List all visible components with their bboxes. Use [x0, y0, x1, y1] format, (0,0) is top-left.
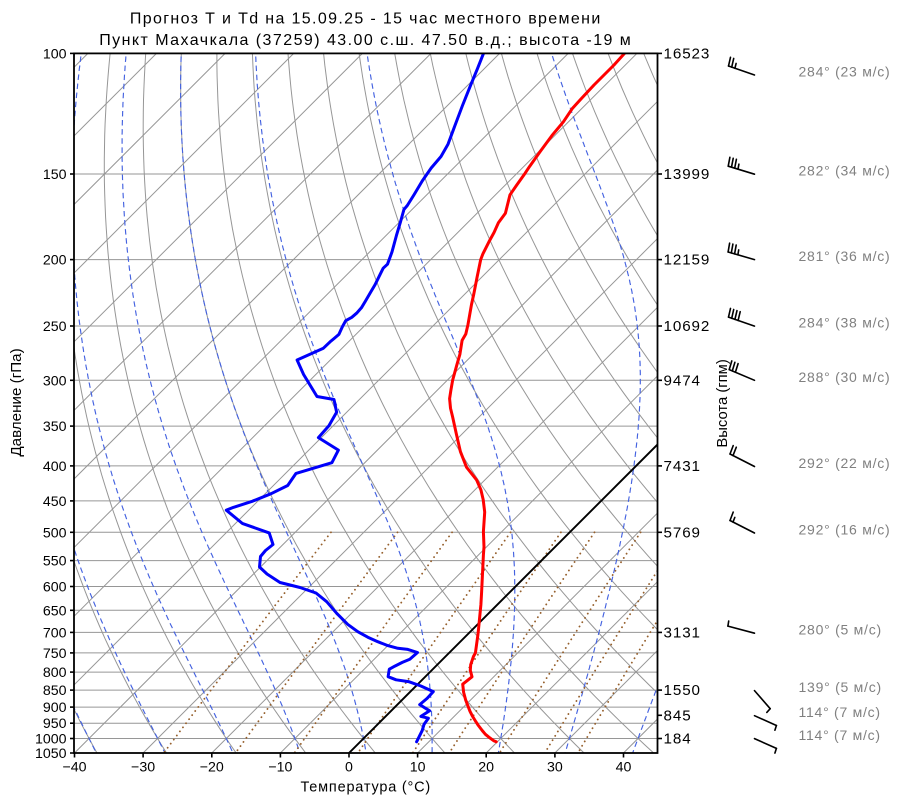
svg-text:500: 500 [43, 525, 67, 541]
svg-text:7431: 7431 [664, 458, 701, 475]
svg-text:550: 550 [43, 554, 67, 570]
svg-text:300: 300 [43, 373, 67, 389]
svg-text:750: 750 [43, 646, 67, 662]
svg-text:100: 100 [43, 46, 67, 62]
svg-text:139° (5 м/с): 139° (5 м/с) [799, 679, 882, 695]
svg-text:Пункт Махачкала (37259) 43.00: Пункт Махачкала (37259) 43.00 с.ш. 47.50… [99, 32, 632, 49]
svg-text:281° (36 м/с): 281° (36 м/с) [799, 248, 891, 264]
svg-text:284° (23 м/с): 284° (23 м/с) [799, 64, 891, 80]
svg-text:650: 650 [43, 603, 67, 619]
svg-text:−40: −40 [62, 760, 86, 776]
svg-text:288° (30 м/с): 288° (30 м/с) [799, 369, 891, 385]
svg-text:Давление (гПа): Давление (гПа) [8, 348, 25, 456]
svg-text:3131: 3131 [664, 624, 701, 641]
svg-text:184: 184 [664, 731, 692, 748]
svg-text:350: 350 [43, 419, 67, 435]
svg-text:9474: 9474 [664, 372, 701, 389]
svg-text:−30: −30 [131, 760, 155, 776]
svg-text:−20: −20 [200, 760, 224, 776]
svg-text:282° (34 м/с): 282° (34 м/с) [799, 163, 891, 179]
svg-text:5769: 5769 [664, 524, 701, 541]
svg-text:250: 250 [43, 319, 67, 335]
svg-text:20: 20 [478, 760, 494, 776]
svg-text:−10: −10 [268, 760, 292, 776]
svg-text:700: 700 [43, 625, 67, 641]
svg-text:850: 850 [43, 683, 67, 699]
svg-text:200: 200 [43, 253, 67, 269]
svg-text:800: 800 [43, 665, 67, 681]
svg-text:0: 0 [345, 760, 353, 776]
svg-text:284° (38 м/с): 284° (38 м/с) [799, 315, 891, 331]
svg-text:114° (7 м/с): 114° (7 м/с) [799, 704, 881, 720]
svg-text:150: 150 [43, 167, 67, 183]
svg-text:900: 900 [43, 700, 67, 716]
svg-text:16523: 16523 [664, 45, 711, 62]
svg-text:400: 400 [43, 459, 67, 475]
svg-text:292° (16 м/с): 292° (16 м/с) [799, 522, 891, 538]
svg-text:1550: 1550 [664, 682, 701, 699]
svg-text:30: 30 [547, 760, 563, 776]
svg-text:114° (7 м/с): 114° (7 м/с) [799, 727, 881, 743]
svg-text:12159: 12159 [664, 252, 711, 269]
svg-text:950: 950 [43, 716, 67, 732]
svg-text:10692: 10692 [664, 318, 711, 335]
svg-text:450: 450 [43, 494, 67, 510]
svg-text:Прогноз Т и Td на 15.09.25 - 1: Прогноз Т и Td на 15.09.25 - 15 час мест… [130, 11, 602, 28]
svg-text:40: 40 [616, 760, 632, 776]
svg-text:13999: 13999 [664, 166, 711, 183]
svg-text:280° (5 м/с): 280° (5 м/с) [799, 622, 882, 638]
svg-text:10: 10 [410, 760, 426, 776]
svg-text:Температура (°C): Температура (°C) [300, 780, 431, 796]
svg-text:292° (22 м/с): 292° (22 м/с) [799, 455, 891, 471]
svg-text:Высота (гпм): Высота (гпм) [715, 359, 731, 447]
svg-text:600: 600 [43, 580, 67, 596]
svg-text:845: 845 [664, 707, 692, 724]
